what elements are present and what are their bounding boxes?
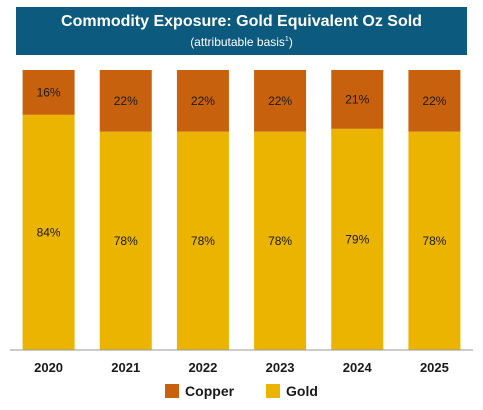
data-label-copper-2020: 16% (37, 85, 61, 99)
bar-gold-2025 (408, 131, 461, 350)
chart-subtitle-text: (attributable basis (190, 35, 285, 49)
data-label-gold-2021: 78% (114, 234, 138, 248)
bar-gold-2024 (331, 128, 384, 350)
legend-swatch-copper (165, 384, 180, 398)
data-label-copper-2023: 22% (268, 94, 292, 108)
data-label-copper-2024: 21% (345, 92, 369, 106)
chart-title: Commodity Exposure: Gold Equivalent Oz S… (61, 13, 422, 30)
data-label-copper-2025: 22% (422, 94, 446, 108)
legend-item-copper: Copper (165, 383, 234, 399)
stacked-bar-chart: 84% 16% 2020 78% 22% 2021 78% 22% 2022 78% 22% 2023… (10, 70, 473, 375)
legend-label-copper: Copper (185, 383, 235, 399)
chart-subtitle-footnote: 1 (284, 36, 289, 43)
legend-label-gold: Gold (286, 383, 318, 399)
x-tick-label-2021: 2021 (111, 360, 140, 375)
data-label-gold-2024: 79% (345, 232, 369, 246)
bar-copper-2020 (22, 70, 75, 115)
bar-copper-2024 (331, 70, 384, 129)
bar-gold-2021 (99, 131, 152, 350)
x-tick-label-2025: 2025 (420, 360, 449, 375)
chart-subtitle: (attributable basis1) (16, 32, 467, 50)
bar-gold-2023 (254, 131, 307, 350)
data-label-gold-2020: 84% (37, 225, 61, 239)
x-tick-label-2020: 2020 (34, 360, 63, 375)
x-tick-label-2022: 2022 (188, 360, 217, 375)
data-label-gold-2023: 78% (268, 234, 292, 248)
x-tick-label-2024: 2024 (343, 360, 373, 375)
legend-item-gold: Gold (266, 383, 318, 399)
bar-gold-2022 (176, 131, 229, 350)
data-label-gold-2025: 78% (422, 234, 446, 248)
bar-copper-2025 (408, 70, 461, 132)
bar-gold-2020 (22, 114, 75, 350)
data-label-copper-2021: 22% (114, 94, 138, 108)
legend-swatch-gold (266, 384, 281, 398)
chart-legend: Copper Gold (0, 383, 483, 399)
bar-copper-2023 (254, 70, 307, 132)
bar-copper-2021 (99, 70, 152, 132)
data-label-copper-2022: 22% (191, 94, 215, 108)
bar-copper-2022 (176, 70, 229, 132)
data-label-gold-2022: 78% (191, 234, 215, 248)
x-tick-label-2023: 2023 (266, 360, 295, 375)
chart-title-banner: Commodity Exposure: Gold Equivalent Oz S… (16, 7, 467, 55)
chart-subtitle-close: ) (288, 35, 293, 49)
